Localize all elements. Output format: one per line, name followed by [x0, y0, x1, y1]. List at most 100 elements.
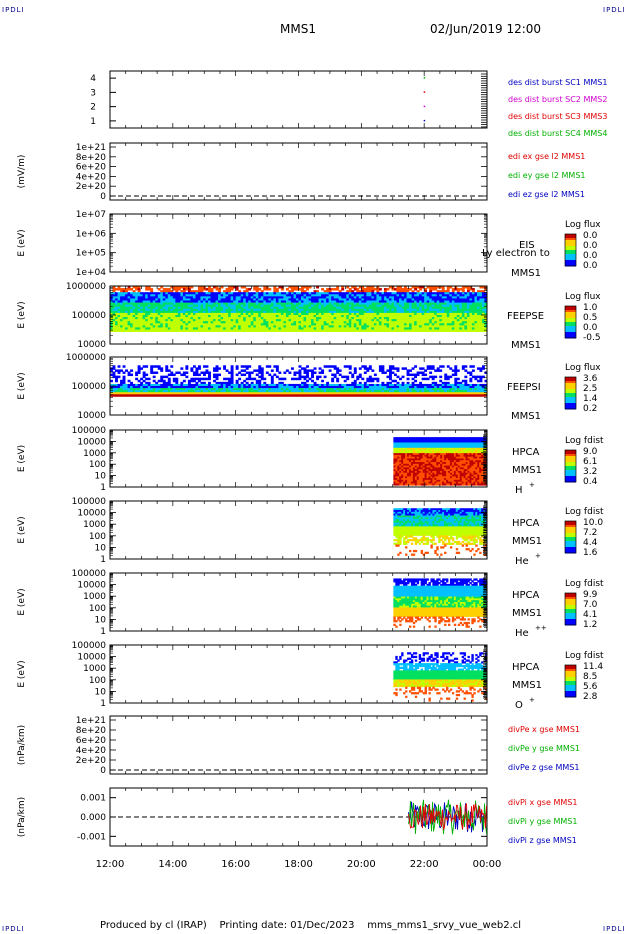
feepse-cell — [406, 300, 410, 303]
feepse-cell — [481, 323, 485, 326]
feepse-cell — [285, 294, 289, 297]
feepse-cell — [456, 315, 460, 318]
feepse-cell — [157, 315, 161, 318]
feepse-cell — [150, 319, 154, 322]
feepsi-cell — [311, 371, 314, 374]
feepse-cell — [391, 304, 395, 308]
feepsi-cell — [454, 369, 458, 372]
feepse-cell — [383, 294, 387, 297]
feepse-cell — [446, 319, 450, 322]
feepsi-cell — [122, 390, 126, 393]
feepse-cell — [336, 298, 340, 301]
feepse-cell — [333, 329, 337, 332]
feepse-cell — [381, 312, 385, 316]
feepse-cell — [135, 319, 139, 322]
feepse-cell — [273, 294, 277, 297]
feepsi-cell — [464, 369, 468, 372]
feepse-cell — [399, 321, 402, 324]
feepsi-cell — [341, 386, 345, 389]
feepsi-cell — [122, 381, 126, 385]
feepse-cell — [366, 327, 370, 330]
feepsi-cell — [140, 392, 144, 395]
feepse-cell — [484, 288, 488, 291]
feepse-cell — [338, 321, 342, 324]
feepse-cell — [318, 296, 322, 299]
feepsi-cell — [368, 375, 372, 379]
feepse-cell — [230, 298, 234, 301]
feepse-cell — [454, 312, 458, 316]
feepse-cell — [431, 292, 435, 295]
feepse-cell — [396, 292, 400, 295]
feepse-cell — [225, 317, 229, 320]
feepse-cell — [328, 296, 332, 299]
feepsi-cell — [396, 386, 400, 389]
feepse-cell — [426, 317, 430, 320]
feepse-cell — [248, 298, 252, 301]
feepse-cell — [419, 319, 423, 322]
feepsi-cell — [381, 388, 385, 391]
feepse-cell — [132, 294, 136, 297]
feepse-cell — [127, 298, 131, 301]
feepse-cell — [120, 292, 123, 295]
feepse-cell — [233, 325, 237, 328]
feepse-cell — [170, 312, 174, 316]
feepse-cell — [200, 310, 204, 314]
feepsi-cell — [414, 365, 418, 368]
feepse-cell — [127, 327, 131, 330]
feepse-cell — [250, 312, 254, 316]
feepse-cell — [481, 325, 485, 328]
feepsi-cell — [388, 373, 392, 377]
feepsi-cell — [298, 392, 302, 395]
feepse-cell — [182, 315, 186, 318]
feepsi-cell — [167, 379, 171, 383]
feepsi-cell — [140, 394, 144, 397]
feepse-cell — [235, 329, 239, 332]
feepsi-cell — [120, 392, 123, 395]
feepsi-cell — [273, 388, 277, 391]
feepse-cell — [275, 304, 279, 308]
feepsi-cell — [150, 383, 154, 387]
feepse-cell — [243, 286, 247, 289]
feepse-cell — [145, 315, 149, 318]
feepse-cell — [265, 310, 269, 314]
feepse-cell — [180, 290, 184, 293]
feepsi-cell — [399, 390, 402, 393]
feepse-cell — [165, 329, 169, 332]
feepsi-cell — [250, 386, 254, 389]
feepse-cell — [182, 325, 186, 328]
feepsi-cell — [371, 390, 375, 393]
feepsi-cell — [152, 379, 156, 383]
feepse-cell — [215, 288, 219, 291]
feepse-cell — [439, 315, 443, 318]
feepsi-cell — [187, 388, 191, 391]
feepse-cell — [431, 315, 435, 318]
feepsi-cell — [253, 388, 257, 391]
feepse-cell — [132, 306, 136, 310]
feepse-cell — [268, 319, 272, 322]
feepse-cell — [411, 323, 415, 326]
feepse-cell — [429, 319, 433, 322]
feepse-cell — [213, 315, 216, 318]
feepse-cell — [404, 323, 407, 326]
feepse-cell — [218, 329, 221, 332]
eis-colorbar-swatch — [565, 252, 576, 255]
feepse-cell — [117, 286, 121, 289]
feepse-cell — [469, 302, 473, 306]
feepse-cell — [182, 306, 186, 310]
feepsi-cell — [419, 388, 423, 391]
feepse-cell — [238, 319, 242, 322]
feepse-cell — [127, 325, 131, 328]
feepse-cell — [366, 294, 370, 297]
feepse-cell — [399, 315, 402, 318]
feepsi-cell — [346, 388, 350, 391]
feepse-cell — [258, 292, 262, 295]
feepsi-cell — [446, 375, 450, 379]
feepsi-cell — [117, 388, 121, 391]
feepse-cell — [464, 304, 468, 308]
feepse-cell — [218, 310, 221, 314]
feepse-cell — [456, 300, 460, 303]
feepse-cell — [301, 306, 304, 310]
feepsi-cell — [404, 392, 407, 395]
feepse-cell — [130, 315, 134, 318]
feepse-cell — [481, 294, 485, 297]
